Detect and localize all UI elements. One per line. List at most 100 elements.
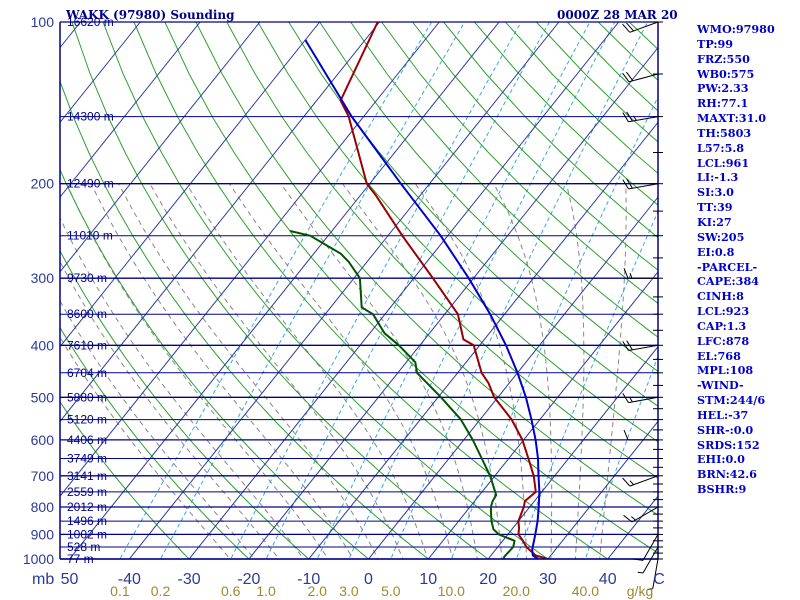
wind-barb-flag — [626, 340, 633, 351]
index-item: WMO:97980 — [697, 22, 775, 36]
dry-adiabat — [257, 22, 658, 443]
wind-barb-flag — [622, 23, 631, 33]
temperature-tick-label: 20 — [479, 571, 497, 588]
wind-barb — [622, 475, 659, 487]
mixing-ratio-line — [265, 22, 550, 559]
wind-barb — [622, 111, 659, 123]
dry-adiabats — [60, 22, 658, 559]
wind-barb — [637, 546, 659, 574]
wind-barb-flag — [626, 111, 633, 122]
pressure-tick-label: 200 — [31, 176, 55, 192]
wind-barb-flag — [622, 112, 629, 123]
wind-barb — [622, 21, 659, 33]
wind-barb-half-flag — [633, 115, 637, 121]
temperature-tick-label: 10 — [419, 571, 437, 588]
wind-barb-flag — [622, 72, 630, 83]
mixing-ratio-tick-label: 0.6 — [221, 583, 241, 599]
pressure-tick-label: 100 — [31, 14, 55, 30]
wind-barb-flag — [626, 22, 634, 32]
wind-barb-flag — [622, 393, 629, 403]
index-item: MPL:108 — [697, 363, 754, 378]
temperature-trace — [339, 22, 549, 559]
index-item: SHR-:0.0 — [697, 422, 754, 437]
index-item: -PARCEL- — [697, 259, 758, 274]
wind-barb-half-flag — [647, 588, 653, 591]
temperature-tick-label: 50 — [61, 571, 79, 588]
index-item: KI:27 — [697, 214, 732, 229]
pressure-tick-label: 300 — [31, 270, 55, 286]
index-item: EI:0.8 — [697, 244, 735, 259]
wind-barb-staff — [629, 475, 659, 487]
dry-adiabat — [60, 326, 250, 559]
x-axis-unit-label: C — [653, 571, 665, 588]
temperature-tick-labels: mb 50 -40 -30 -20 -10 0 10 20 30 40 C — [32, 571, 665, 588]
temperature-tick-label: 40 — [599, 571, 617, 588]
index-item: CAP:1.3 — [697, 318, 747, 333]
isobars — [60, 21, 658, 560]
wind-barb — [622, 340, 659, 351]
dry-adiabat — [350, 22, 658, 338]
plot-frame — [59, 22, 659, 560]
isotherm — [427, 271, 658, 559]
wind-barb — [622, 178, 659, 190]
wind-barb-flag — [623, 514, 633, 523]
index-item: FRZ:550 — [697, 51, 750, 66]
index-item: LCL:923 — [697, 304, 750, 319]
index-item: MAXT:31.0 — [697, 111, 767, 126]
temperature-tick-label: 30 — [539, 571, 557, 588]
index-item: SI:3.0 — [697, 185, 734, 200]
moist-adiabat — [566, 183, 585, 559]
index-item: WB0:575 — [697, 66, 755, 81]
mixing-ratio-tick-label: 10.0 — [438, 583, 465, 599]
parcel-trace — [304, 39, 541, 559]
isotherms — [60, 22, 658, 559]
stability-indices-panel: WMO:97980 TP:99 FRZ:550 WB0:575 PW:2.33 RH:77… — [697, 22, 800, 497]
wind-barb — [622, 71, 659, 83]
index-item: SW:205 — [697, 229, 745, 244]
dry-adiabat — [60, 400, 190, 559]
moist-adiabats — [60, 183, 627, 559]
index-item: EL:768 — [697, 348, 741, 363]
temperature-tick-label: -30 — [178, 571, 201, 588]
isotherm — [68, 22, 500, 559]
height-label: 528 m — [67, 540, 100, 554]
wind-barb-flag — [622, 179, 629, 190]
index-item: CINH:8 — [697, 289, 744, 304]
wind-barb — [623, 268, 658, 279]
height-label: 1002 m — [67, 527, 107, 541]
dry-adiabat — [164, 22, 658, 554]
dry-adiabat — [102, 22, 549, 559]
moist-adiabat — [493, 183, 553, 559]
pressure-tick-label: 500 — [31, 389, 55, 405]
mixing-ratio-tick-label: 2.0 — [307, 583, 327, 599]
index-item: EHI:0.0 — [697, 452, 745, 467]
mixing-ratio-line — [584, 355, 658, 559]
wind-profile — [622, 21, 663, 591]
index-item: CAPE:384 — [697, 274, 760, 289]
wind-barb-flag — [632, 558, 644, 561]
mixing-ratio-tick-label: 40.0 — [572, 583, 599, 599]
isotherm — [60, 22, 201, 198]
wind-barb-flag — [626, 178, 633, 189]
pressure-tick-label: 900 — [31, 526, 55, 542]
height-label: 6704 m — [67, 366, 107, 380]
height-label: 1496 m — [67, 514, 107, 528]
dry-adiabat — [195, 22, 658, 516]
mixing-ratio-line — [515, 210, 658, 559]
dry-adiabat — [381, 22, 658, 305]
wind-barb-staff — [628, 183, 659, 190]
temperature-tick-label: 0 — [364, 571, 373, 588]
isotherm — [547, 420, 658, 559]
isotherm — [367, 196, 658, 559]
dry-adiabat — [412, 22, 658, 271]
isotherm — [60, 22, 321, 348]
dry-adiabat — [319, 22, 658, 373]
sounding-datetime: 0000Z 28 MAR 20 — [557, 8, 678, 22]
height-label: 9730 m — [67, 271, 107, 285]
mixing-ratio-lines — [119, 22, 658, 559]
index-item: LI:-1.3 — [697, 170, 739, 185]
dry-adiabat — [288, 22, 658, 407]
dry-adiabat — [71, 22, 489, 559]
isotherm — [60, 22, 261, 273]
wind-barb-flag — [623, 268, 629, 279]
